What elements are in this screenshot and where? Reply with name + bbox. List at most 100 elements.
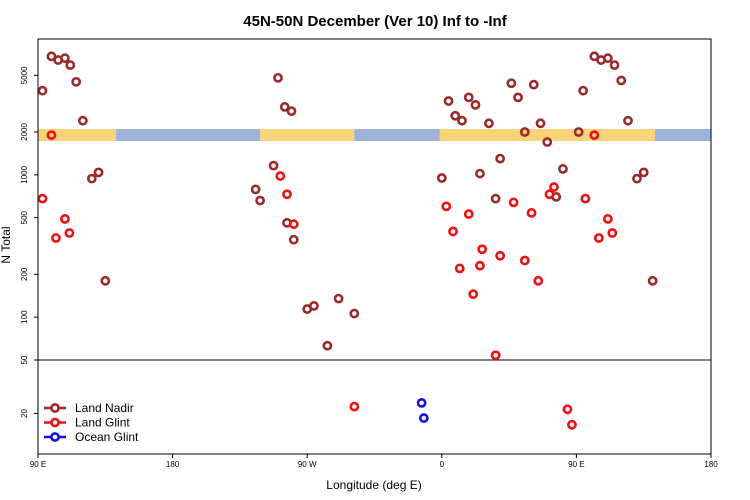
x-tick-label: 90 E: [30, 460, 46, 469]
y-tick-label: 20: [20, 409, 29, 418]
land-glint-point: [448, 226, 458, 237]
land-glint-point: [567, 419, 577, 430]
land-nadir-point: [506, 78, 517, 89]
strip-land-segment: [260, 129, 355, 141]
land-nadir-point: [528, 79, 539, 90]
land-nadir-point: [288, 234, 299, 245]
land-nadir-point: [273, 72, 283, 83]
x-tick-label: 90 W: [298, 460, 317, 469]
land-glint-point: [533, 275, 544, 286]
y-tick-label: 1000: [20, 165, 29, 183]
land-nadir-point: [573, 127, 584, 137]
land-nadir-point: [86, 173, 97, 184]
land-nadir-point: [250, 184, 261, 195]
land-nadir-point: [93, 167, 104, 178]
land-nadir-point: [542, 137, 553, 147]
land-nadir-point: [65, 60, 76, 71]
plot-frame: [37, 38, 712, 455]
land-nadir-point: [463, 92, 474, 103]
land-glint-point: [454, 263, 465, 274]
land-nadir-point: [309, 300, 319, 311]
strip-ocean-segment: [354, 129, 440, 141]
land-nadir-point: [578, 85, 589, 96]
y-tick-label: 50: [20, 355, 29, 364]
land-nadir-point: [60, 53, 70, 64]
land-glint-point: [60, 214, 70, 224]
land-nadir-point: [286, 106, 297, 117]
y-tick-label: 500: [20, 210, 29, 224]
land-glint-point: [508, 197, 519, 208]
strip-ocean-segment: [654, 129, 711, 141]
land-nadir-point: [513, 92, 523, 103]
land-glint-point: [441, 201, 452, 212]
land-nadir-point: [268, 160, 279, 171]
strip-land-segment: [38, 129, 117, 141]
land-nadir-point: [333, 293, 344, 304]
land-nadir-point: [632, 173, 642, 184]
land-glint-point: [562, 404, 573, 415]
land-nadir-point: [475, 168, 485, 179]
land-nadir-point: [638, 167, 649, 178]
land-glint-point: [589, 130, 600, 141]
land-nadir-point: [558, 164, 568, 174]
land-glint-point: [544, 189, 555, 200]
land-glint-point: [475, 260, 485, 271]
land-nadir-point: [279, 102, 290, 112]
land-glint-point: [349, 401, 360, 412]
x-tick-label: 180: [166, 460, 180, 469]
land-nadir-point: [37, 85, 48, 96]
land-glint-point: [282, 189, 292, 200]
legend-marker-land-glint: [50, 417, 60, 428]
land-glint-point: [64, 228, 75, 238]
land-glint-point: [495, 250, 506, 261]
x-axis-label: Longitude (deg E): [326, 478, 421, 492]
land-nadir-point: [602, 53, 613, 64]
land-nadir-point: [609, 60, 620, 71]
land-nadir-point: [490, 193, 501, 204]
land-ocean-strip: [38, 129, 711, 141]
strip-land-segment: [439, 129, 655, 141]
land-nadir-point: [443, 96, 454, 106]
chart-title: 45N-50N December (Ver 10) Inf to -Inf: [243, 13, 507, 30]
land-glint-point: [580, 193, 591, 204]
land-glint-point: [519, 255, 530, 266]
y-tick-label: 200: [20, 267, 29, 281]
land-nadir-point: [450, 110, 461, 121]
ocean-glint-point: [416, 397, 427, 408]
land-glint-point: [593, 233, 604, 243]
land-glint-point: [46, 130, 57, 141]
land-glint-point: [526, 208, 537, 218]
land-glint-point: [602, 214, 613, 224]
land-nadir-point: [616, 75, 627, 86]
x-tick-label: 0: [440, 460, 445, 469]
land-nadir-point: [495, 153, 506, 164]
land-nadir-point: [470, 99, 481, 110]
land-glint-point: [463, 209, 474, 219]
legend-marker-land-nadir: [50, 403, 60, 413]
y-axis-label: N Total: [0, 226, 13, 263]
land-nadir-point: [484, 118, 494, 129]
land-nadir-point: [255, 195, 265, 206]
legend-label-land-glint: Land Glint: [75, 416, 130, 430]
y-tick-label: 100: [20, 310, 29, 324]
land-nadir-point: [519, 127, 530, 137]
land-glint-point: [549, 182, 559, 192]
y-tick-label: 5000: [20, 66, 29, 84]
land-nadir-point: [535, 118, 546, 129]
y-tick-label: 2000: [20, 123, 29, 141]
y-axis: 20 50 100 200 500 1000 2000 5000: [20, 66, 38, 418]
land-nadir-point: [322, 340, 333, 351]
land-glint-point: [288, 219, 299, 230]
land-glint-point: [51, 233, 61, 243]
x-tick-label: 90 E: [568, 460, 584, 469]
data-points: [37, 51, 658, 430]
ocean-glint-point: [418, 413, 429, 423]
legend-marker-ocean-glint: [50, 432, 60, 442]
land-nadir-point: [457, 115, 467, 126]
land-nadir-point: [100, 275, 111, 286]
land-nadir-point: [349, 308, 360, 319]
land-nadir-point: [436, 173, 447, 183]
land-nadir-point: [623, 115, 633, 126]
